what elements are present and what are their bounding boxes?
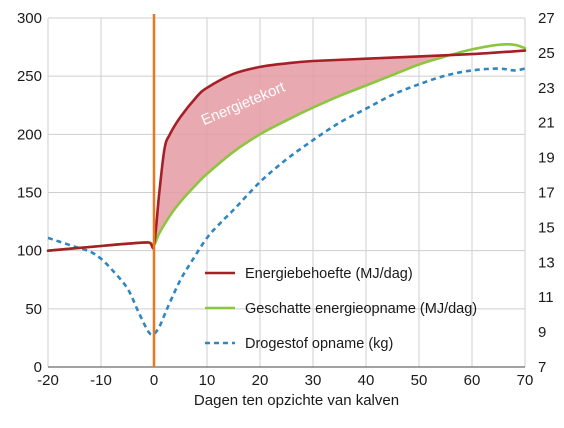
x-tick-label: 60 [464, 372, 481, 389]
x-tick-label: -20 [37, 372, 59, 389]
y-tick-left-label: 100 [17, 243, 42, 260]
y-tick-left-label: 200 [17, 126, 42, 143]
y-tick-left-label: 0 [34, 359, 42, 376]
x-tick-label: 0 [150, 372, 158, 389]
legend-label: Geschatte energieopname (MJ/dag) [245, 301, 477, 317]
energy-deficit-area [154, 55, 446, 245]
x-axis-title: Dagen ten opzichte van kalven [194, 392, 399, 409]
legend-label: Energiebehoefte (MJ/dag) [245, 266, 413, 282]
y-tick-right-label: 7 [538, 359, 546, 376]
y-tick-right-label: 13 [538, 254, 555, 271]
y-tick-right-label: 15 [538, 219, 555, 236]
y-tick-right-label: 9 [538, 324, 546, 341]
y-tick-right-label: 23 [538, 80, 555, 97]
legend: Energiebehoefte (MJ/dag) Geschatte energi… [205, 266, 477, 352]
left-axis-ticks: 0 50 100 150 200 250 300 [17, 10, 42, 376]
y-tick-right-label: 25 [538, 45, 555, 62]
y-tick-right-label: 27 [538, 10, 555, 27]
series-lines [46, 42, 527, 337]
x-tick-label: 10 [199, 372, 216, 389]
x-tick-label: 20 [252, 372, 269, 389]
series-line-2 [47, 67, 526, 337]
x-tick-label: -10 [90, 372, 112, 389]
right-axis-ticks: 7 9 11 13 15 17 19 21 23 25 27 [538, 10, 555, 376]
y-tick-left-label: 300 [17, 10, 42, 27]
y-tick-right-label: 17 [538, 185, 555, 202]
y-tick-right-label: 19 [538, 150, 555, 167]
x-tick-label: 40 [358, 372, 375, 389]
y-tick-right-label: 11 [538, 289, 554, 306]
y-tick-left-label: 50 [25, 301, 42, 318]
x-axis-ticks: -20 -10 0 10 20 30 40 50 60 70 [37, 372, 533, 389]
series-line-0 [46, 49, 527, 252]
x-tick-label: 70 [517, 372, 534, 389]
y-tick-right-label: 21 [538, 115, 555, 132]
y-tick-left-label: 150 [17, 185, 42, 202]
legend-label: Drogestof opname (kg) [245, 336, 393, 352]
y-tick-left-label: 250 [17, 68, 42, 85]
x-tick-label: 30 [305, 372, 322, 389]
x-tick-label: 50 [411, 372, 428, 389]
